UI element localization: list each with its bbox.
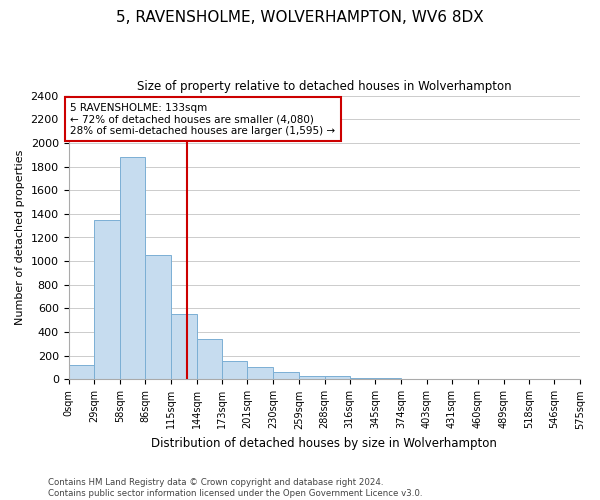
Bar <box>197 339 223 380</box>
Bar <box>94 220 120 380</box>
Bar <box>376 378 401 380</box>
Bar <box>223 360 247 380</box>
Bar <box>350 378 376 380</box>
Bar <box>273 372 299 380</box>
Title: Size of property relative to detached houses in Wolverhampton: Size of property relative to detached ho… <box>137 80 512 93</box>
Y-axis label: Number of detached properties: Number of detached properties <box>15 150 25 325</box>
Bar <box>247 367 273 380</box>
Bar <box>145 255 171 380</box>
Text: 5, RAVENSHOLME, WOLVERHAMPTON, WV6 8DX: 5, RAVENSHOLME, WOLVERHAMPTON, WV6 8DX <box>116 10 484 25</box>
Bar <box>171 314 197 380</box>
Bar <box>120 157 145 380</box>
X-axis label: Distribution of detached houses by size in Wolverhampton: Distribution of detached houses by size … <box>151 437 497 450</box>
Text: Contains HM Land Registry data © Crown copyright and database right 2024.
Contai: Contains HM Land Registry data © Crown c… <box>48 478 422 498</box>
Bar <box>299 376 325 380</box>
Bar <box>401 379 427 380</box>
Bar <box>68 365 94 380</box>
Text: 5 RAVENSHOLME: 133sqm
← 72% of detached houses are smaller (4,080)
28% of semi-d: 5 RAVENSHOLME: 133sqm ← 72% of detached … <box>70 102 335 136</box>
Bar <box>325 376 350 380</box>
